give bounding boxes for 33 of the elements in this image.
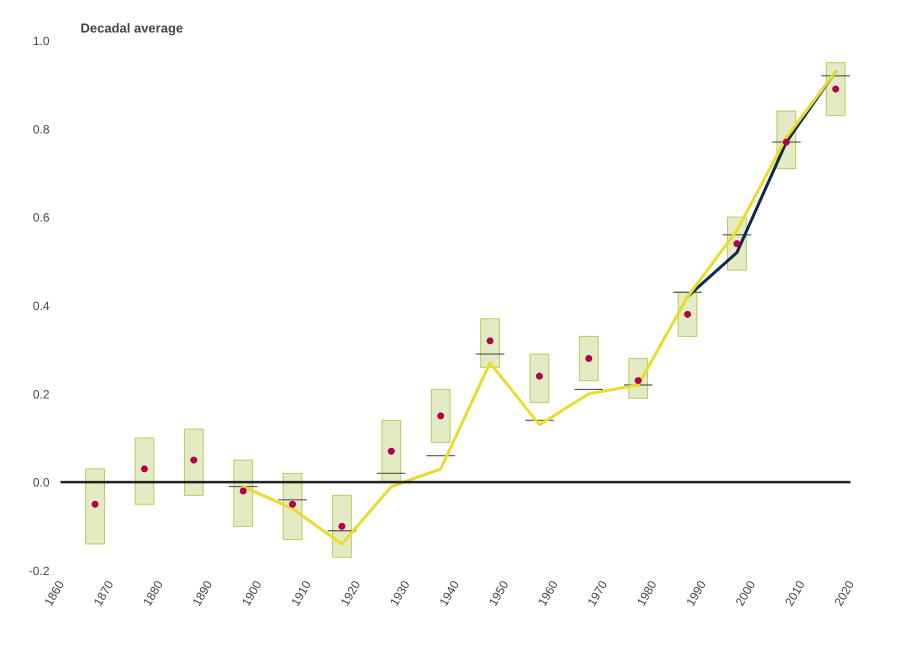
bar xyxy=(134,438,154,505)
point xyxy=(140,465,148,472)
bar xyxy=(480,318,500,368)
bar xyxy=(184,428,204,496)
bar xyxy=(233,460,254,527)
bar xyxy=(85,468,105,544)
y-tick-label: 0.4 xyxy=(32,299,50,313)
point xyxy=(536,372,543,380)
point xyxy=(289,500,296,508)
point xyxy=(92,500,99,508)
y-tick-label: 0.0 xyxy=(32,476,50,490)
point xyxy=(832,86,840,93)
bar xyxy=(530,354,550,404)
y-tick-label: 0.8 xyxy=(32,122,50,136)
point xyxy=(782,138,790,146)
y-tick-label: 0.6 xyxy=(32,210,50,225)
y-tick-label: 0.2 xyxy=(32,387,50,402)
point xyxy=(338,522,346,530)
point xyxy=(585,355,592,362)
point xyxy=(437,412,444,420)
point xyxy=(190,456,198,464)
y-tick-label: 1.0 xyxy=(32,34,50,48)
bar xyxy=(430,388,451,443)
point xyxy=(634,377,642,384)
y-tick-label: -0.2 xyxy=(28,564,50,578)
point xyxy=(240,488,247,494)
point xyxy=(388,448,395,455)
point xyxy=(684,310,692,318)
bar xyxy=(381,420,402,483)
bar xyxy=(578,336,599,382)
point xyxy=(733,240,740,248)
point xyxy=(486,337,494,344)
chart-title: Decadal average xyxy=(80,20,184,36)
